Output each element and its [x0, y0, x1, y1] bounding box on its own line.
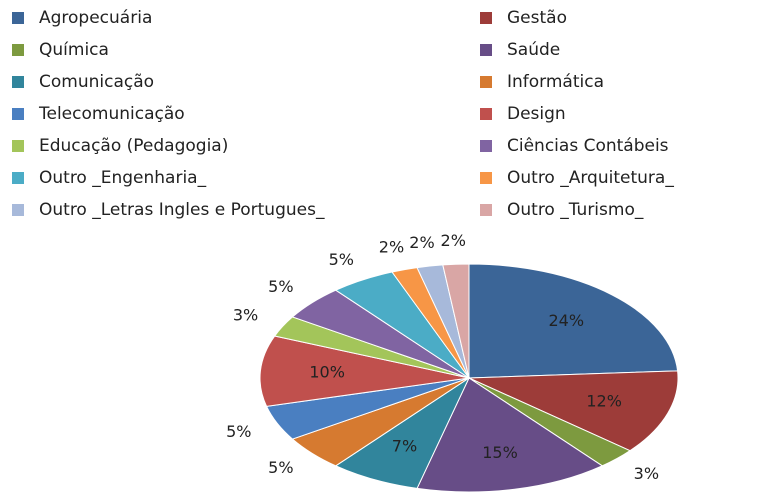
legend-label: Química: [39, 40, 109, 60]
legend-label: Design: [507, 104, 566, 124]
data-label: 3%: [233, 305, 258, 324]
legend-swatch: [12, 204, 24, 216]
legend-label: Outro _Engenharia_: [39, 168, 207, 188]
data-label: 5%: [226, 422, 251, 441]
legend-swatch: [12, 172, 24, 184]
data-label: 5%: [329, 250, 354, 269]
legend-label: Comunicação: [39, 72, 154, 92]
data-label: 2%: [441, 231, 466, 250]
legend-label: Saúde: [507, 40, 560, 60]
data-label: 12%: [586, 391, 622, 410]
pie-slice: [442, 263, 470, 379]
legend-swatch: [12, 140, 24, 152]
legend-swatch: [480, 172, 492, 184]
legend-label: Informática: [507, 72, 604, 92]
legend-swatch: [480, 76, 492, 88]
data-label: 2%: [379, 237, 404, 256]
data-label: 3%: [634, 464, 659, 483]
legend-swatch: [480, 204, 492, 216]
pie-slice: [259, 335, 470, 407]
pie-slice: [416, 377, 604, 493]
data-label: 2%: [409, 233, 434, 252]
legend-label: Outro _Arquitetura_: [507, 168, 674, 188]
legend-swatch: [480, 140, 492, 152]
legend-swatch: [480, 108, 492, 120]
pie-slice: [468, 263, 679, 379]
data-label: 24%: [549, 311, 585, 330]
legend-swatch: [12, 108, 24, 120]
legend-swatch: [480, 44, 492, 56]
legend-swatch: [12, 12, 24, 24]
data-label: 5%: [268, 277, 293, 296]
data-label: 7%: [392, 437, 417, 456]
data-label: 5%: [268, 458, 293, 477]
legend-label: Telecomunicação: [38, 104, 185, 124]
legend-swatch: [12, 44, 24, 56]
pie-slice: [468, 370, 679, 452]
legend-label: Outro _Letras Ingles e Portugues_: [39, 200, 325, 220]
data-label: 15%: [482, 443, 518, 462]
legend-swatch: [12, 76, 24, 88]
legend-label: Ciências Contábeis: [507, 136, 669, 156]
legend-swatch: [480, 12, 492, 24]
legend-label: Educação (Pedagogia): [39, 136, 228, 156]
legend-label: Gestão: [507, 8, 567, 28]
legend-label: Outro _Turismo_: [507, 200, 644, 220]
legend-label: Agropecuária: [39, 8, 152, 28]
data-label: 10%: [309, 363, 345, 382]
